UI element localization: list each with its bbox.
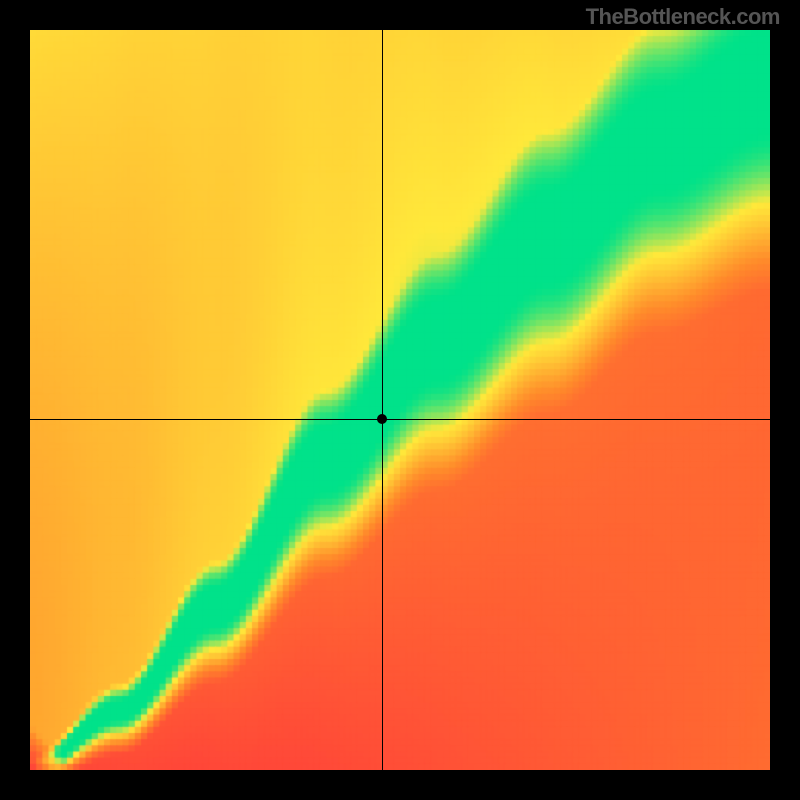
crosshair-horizontal <box>30 419 770 420</box>
crosshair-vertical <box>382 30 383 770</box>
heatmap-canvas <box>30 30 770 770</box>
plot-area <box>30 30 770 770</box>
chart-container: TheBottleneck.com <box>0 0 800 800</box>
crosshair-marker <box>377 414 387 424</box>
watermark-text: TheBottleneck.com <box>586 4 780 30</box>
